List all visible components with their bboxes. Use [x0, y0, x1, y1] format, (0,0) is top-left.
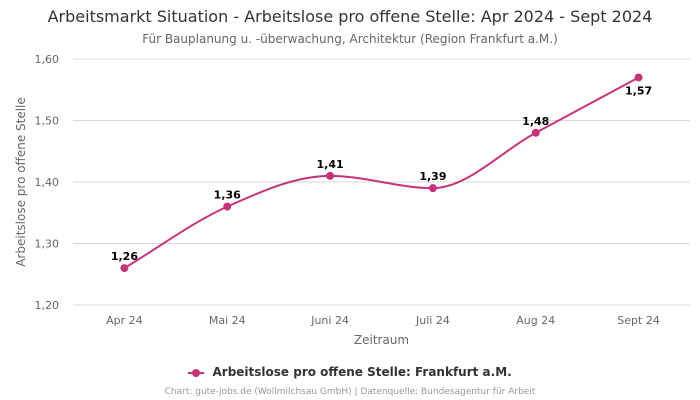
- data-label: 1,57: [625, 84, 652, 97]
- x-axis-title: Zeitraum: [354, 333, 409, 347]
- legend-symbol: [188, 368, 205, 378]
- y-tick-label: 1,40: [35, 176, 60, 189]
- legend[interactable]: Arbeitslose pro offene Stelle: Frankfurt…: [0, 365, 700, 379]
- legend-label: Arbeitslose pro offene Stelle: Frankfurt…: [212, 365, 512, 379]
- x-tick-label: Sept 24: [617, 314, 660, 327]
- data-label: 1,48: [522, 115, 549, 128]
- series-line: [123, 76, 640, 269]
- y-tick-label: 1,20: [35, 299, 60, 312]
- x-tick-label: Juli 24: [415, 314, 450, 327]
- data-label: 1,36: [214, 189, 241, 202]
- x-tick-label: Juni 24: [310, 314, 349, 327]
- y-tick-label: 1,50: [35, 115, 60, 128]
- data-point: [428, 184, 437, 193]
- data-point: [531, 128, 540, 137]
- chart-credits[interactable]: Chart: gute-jobs.de (Wollmilchsau GmbH) …: [164, 387, 536, 397]
- data-point: [326, 171, 335, 180]
- chart-title: Arbeitsmarkt Situation - Arbeitslose pro…: [47, 7, 653, 26]
- chart-subtitle: Für Bauplanung u. -überwachung, Architek…: [142, 32, 558, 46]
- data-label: 1,26: [111, 250, 138, 263]
- x-tick-label: Mai 24: [209, 314, 246, 327]
- x-tick-label: Aug 24: [516, 314, 555, 327]
- y-tick-label: 1,30: [35, 238, 60, 251]
- data-point: [223, 202, 232, 211]
- data-label: 1,39: [419, 170, 446, 183]
- y-axis-title: Arbeitslose pro offene Stelle: [14, 97, 28, 267]
- y-tick-label: 1,60: [35, 53, 60, 66]
- x-tick-label: Apr 24: [106, 314, 143, 327]
- data-point: [634, 73, 643, 82]
- data-label: 1,41: [317, 158, 344, 171]
- data-point: [120, 264, 129, 273]
